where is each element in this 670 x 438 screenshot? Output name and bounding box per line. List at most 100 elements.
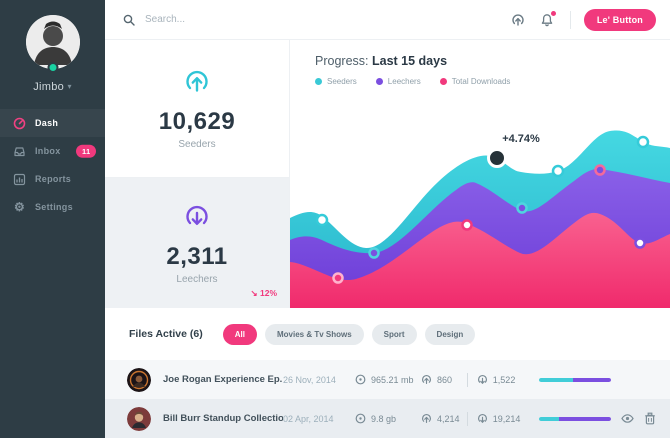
bell-icon[interactable] [540, 9, 557, 27]
trend-value: 12% [259, 288, 277, 298]
downloads-marker [332, 272, 344, 284]
file-row[interactable]: Bill Burr Standup Collection 02 Apr, 201… [105, 399, 670, 438]
trash-icon[interactable] [644, 412, 656, 425]
legend-item-leechers[interactable]: Leechers [375, 77, 421, 86]
legend-dot-purple [375, 78, 383, 85]
seeders-value: 10,629 [158, 108, 236, 135]
topbar-actions: Le' Button [496, 8, 656, 31]
file-avatar [127, 406, 151, 431]
transfer-progress-bar [538, 377, 611, 382]
le-button[interactable]: Le' Button [583, 8, 656, 31]
legend-label: Seeders [327, 77, 357, 86]
topbar: Le' Button [105, 0, 670, 40]
sidebar-item-settings[interactable]: ⚙ Settings [0, 193, 105, 221]
area-chart-canvas[interactable]: +4.74% [290, 100, 670, 308]
notification-dot [549, 9, 557, 17]
files-title: Files Active (6) [129, 328, 203, 340]
legend-dot-teal [315, 78, 322, 85]
chevron-down-icon: ▾ [67, 82, 72, 91]
search-icon [123, 14, 135, 26]
user-name: Jimbo [33, 81, 65, 93]
cloud-upload-icon [421, 375, 432, 385]
count-divider [467, 372, 468, 387]
sidebar-item-label: Dash [35, 118, 59, 128]
download-count: 1,522 [477, 374, 529, 385]
upload-count: 860 [421, 374, 465, 385]
sidebar-item-label: Settings [35, 202, 73, 212]
transfer-progress-bar [538, 416, 611, 421]
highlighted-point-marker[interactable] [487, 148, 507, 168]
downloads-marker [634, 237, 646, 249]
chart-legend: Seeders Leechers Total Downloads [315, 77, 670, 86]
seeders-label: Seeders [178, 139, 216, 150]
leechers-value: 2,311 [166, 242, 228, 270]
avatar-photo [25, 15, 80, 69]
inbox-icon [13, 145, 26, 158]
user-menu[interactable]: Jimbo ▾ [0, 81, 105, 93]
seeders-marker [636, 135, 650, 149]
leechers-label: Leechers [176, 273, 218, 285]
cloud-upload-icon [183, 67, 211, 100]
filter-sport[interactable]: Sport [371, 323, 417, 345]
chart-title: Progress: Last 15 days [315, 54, 670, 68]
file-name: Bill Burr Standup Collection [163, 413, 283, 424]
file-avatar [127, 367, 151, 392]
bar-chart-icon [13, 173, 26, 186]
sidebar-item-label: Reports [35, 174, 72, 184]
seeders-stat-card: 10,629 Seeders [105, 40, 290, 178]
sidebar-item-label: Inbox [35, 146, 61, 156]
files-panel: Files Active (6) All Movies & Tv Shows S… [105, 308, 670, 438]
row-actions [611, 412, 656, 425]
inbox-badge: 11 [76, 144, 96, 158]
legend-item-total-downloads[interactable]: Total Downloads [439, 77, 511, 86]
eye-icon[interactable] [621, 412, 634, 425]
file-size: 965.21 mb [355, 374, 421, 385]
count-divider [467, 411, 468, 426]
leechers-stat-card: 2,311 Leechers ↘ 12% [105, 178, 290, 308]
sidebar-nav: Dash Inbox 11 Reports ⚙ Settings [0, 109, 105, 221]
file-date: 02 Apr, 2014 [283, 413, 334, 424]
filter-design[interactable]: Design [424, 323, 476, 345]
leechers-marker [368, 247, 380, 259]
download-count: 19,214 [477, 413, 529, 424]
chart-title-prefix: Progress: [315, 54, 369, 68]
leechers-trend: ↘ 12% [250, 288, 277, 299]
legend-label: Leechers [387, 77, 421, 86]
file-name: Joe Rogan Experience Ep. 468 [163, 374, 283, 385]
filter-all[interactable]: All [222, 323, 257, 345]
leechers-marker [594, 164, 606, 176]
cloud-download-icon [477, 375, 487, 384]
legend-dot-pink [439, 78, 447, 85]
stats-column: 10,629 Seeders 2,311 Leechers ↘ 12% [105, 40, 290, 308]
seeders-marker [551, 164, 565, 178]
file-date: 26 Nov, 2014 [283, 374, 336, 385]
filter-movies-tv-shows[interactable]: Movies & Tv Shows [264, 323, 364, 345]
sidebar-item-inbox[interactable]: Inbox 11 [0, 137, 105, 165]
leechers-marker [516, 202, 528, 214]
sidebar-item-reports[interactable]: Reports [0, 165, 105, 193]
seeders-marker [315, 213, 329, 227]
trend-down-arrow-icon: ↘ [250, 288, 258, 298]
chart-title-main: Last 15 days [371, 54, 448, 68]
disc-icon [355, 374, 366, 385]
sidebar-item-dash[interactable]: Dash [0, 109, 105, 137]
online-status-dot [47, 62, 58, 73]
upload-count: 4,214 [421, 413, 465, 424]
cloud-upload-icon[interactable] [511, 13, 525, 27]
downloads-marker [461, 219, 473, 231]
progress-chart-panel: Progress: Last 15 days Seeders Leechers … [290, 40, 670, 308]
legend-item-seeders[interactable]: Seeders [315, 77, 357, 86]
disc-icon [355, 413, 366, 424]
files-header: Files Active (6) All Movies & Tv Shows S… [105, 308, 670, 360]
chart-annotation: +4.74% [502, 133, 540, 145]
dashboard-gauge-icon [13, 117, 26, 130]
user-avatar[interactable] [25, 15, 80, 73]
file-row[interactable]: Joe Rogan Experience Ep. 468 26 Nov, 201… [105, 360, 670, 399]
cloud-download-icon [183, 202, 211, 235]
cloud-upload-icon [421, 414, 432, 424]
legend-label: Total Downloads [451, 77, 511, 86]
search-input[interactable] [145, 14, 496, 25]
file-size: 9.8 gb [355, 413, 421, 424]
sidebar: Jimbo ▾ Dash Inbox 11 Reports [0, 0, 105, 438]
